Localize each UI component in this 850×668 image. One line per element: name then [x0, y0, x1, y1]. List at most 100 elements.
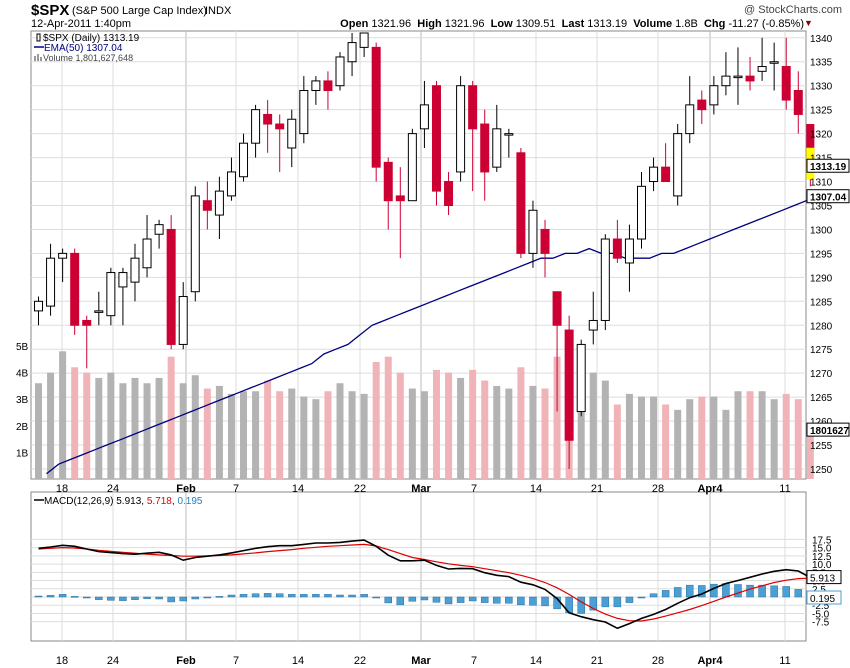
- x-tick-label: 14: [292, 655, 304, 667]
- histogram-bar: [70, 596, 79, 598]
- histogram-bar: [420, 596, 429, 601]
- volume-bar: [179, 383, 187, 479]
- ema-tag: 1307.04: [806, 189, 850, 204]
- histogram-bar: [131, 596, 139, 600]
- candle-body: [624, 238, 634, 264]
- volume-bar: [396, 372, 404, 479]
- macd-tick-label: 17.5: [812, 535, 832, 546]
- price-legend-text: $SPX (Daily) 1313.19: [43, 33, 140, 44]
- price-tick-label: 1335: [810, 58, 833, 69]
- price-tick-label: 1300: [810, 225, 833, 236]
- x-tick-label: Mar: [411, 655, 431, 667]
- macd-value-tag: 5.913: [806, 570, 842, 585]
- x-tick-label: 22: [354, 483, 366, 495]
- stockcharts-credit[interactable]: @ StockCharts.com: [744, 4, 842, 16]
- hist-legend-value: 0.195: [177, 496, 203, 507]
- volume-bar: [348, 391, 356, 479]
- macd-legend-value: 5.913: [116, 496, 142, 507]
- candle-body: [552, 291, 562, 326]
- histogram-bar: [348, 594, 356, 598]
- candle-legend-icon: [36, 33, 41, 42]
- x-tick-label: 24: [107, 483, 119, 495]
- volume-bar: [782, 393, 790, 479]
- candle-body: [431, 85, 441, 192]
- price-tick-label: 1275: [810, 345, 833, 356]
- macd-tick-label: -5.0: [812, 609, 830, 620]
- histogram-bar: [758, 584, 766, 598]
- histogram-bar: [203, 596, 212, 599]
- volume-tick-label: 2B: [16, 422, 29, 433]
- histogram-bar: [734, 584, 742, 598]
- candle: [721, 52, 731, 96]
- candle-body: [58, 252, 68, 259]
- volume-bar: [143, 383, 151, 479]
- candle: [46, 243, 56, 316]
- x-tick-label: 18: [56, 655, 68, 667]
- candle-body: [70, 252, 80, 326]
- candle-body: [468, 85, 478, 130]
- candle: [444, 171, 454, 216]
- macd-line: [38, 539, 811, 630]
- macd-histogram: [34, 583, 815, 614]
- candle: [745, 56, 755, 91]
- candle: [588, 291, 598, 345]
- volume-bar: [589, 372, 597, 479]
- volume-bar: [601, 380, 609, 479]
- histogram-bar: [95, 596, 103, 600]
- bar-legend-icon: [34, 54, 42, 61]
- last-price-tag-box: [806, 158, 850, 173]
- candle: [781, 37, 791, 110]
- high-value: 1321.96: [444, 18, 485, 30]
- candle: [576, 339, 586, 417]
- candle-body: [359, 32, 369, 48]
- histogram-bar: [794, 589, 803, 598]
- x-tick-label: 7: [471, 483, 477, 495]
- macd-tick-label: -2.5: [812, 601, 830, 612]
- x-tick-label: 21: [591, 655, 603, 667]
- x-tick-label: 14: [292, 483, 304, 495]
- volume-bar: [107, 372, 115, 479]
- histogram-bar: [722, 583, 730, 598]
- candle-body: [34, 300, 43, 312]
- signal-legend-value: 5.718: [146, 496, 172, 507]
- ema-line: [46, 195, 819, 475]
- x-tick-label: Feb: [176, 483, 196, 495]
- candle-body: [166, 228, 176, 345]
- volume-bar: [517, 367, 525, 479]
- x-tick-label: Feb: [176, 655, 196, 667]
- histogram-bar: [493, 596, 501, 604]
- volume-bar: [264, 380, 272, 479]
- x-tick-label: 7: [233, 655, 239, 667]
- candle: [383, 157, 393, 230]
- histogram-bar: [625, 596, 634, 603]
- macd-tick-label: 2.5: [812, 585, 826, 596]
- candle: [661, 143, 671, 183]
- candle-body: [492, 128, 502, 168]
- candle-body: [142, 238, 152, 269]
- price-tick-label: 1320: [810, 130, 833, 141]
- x-tick-label: 14: [530, 483, 542, 495]
- volume-bar: [686, 399, 694, 479]
- volume-tag: 1801627: [806, 422, 850, 437]
- candle: [263, 100, 273, 153]
- volume-label: Volume: [633, 18, 673, 30]
- volume-bar: [445, 372, 453, 479]
- x-tick-label: 11: [779, 483, 790, 495]
- volume-bar: [336, 383, 344, 479]
- x-tick-label: 18: [56, 483, 68, 495]
- low-label: Low: [490, 18, 513, 30]
- candle-body: [407, 133, 417, 202]
- x-tick-label: 22: [354, 655, 366, 667]
- candle-body: [154, 224, 164, 235]
- candle-body: [504, 133, 514, 136]
- volume-bar: [227, 393, 235, 479]
- candle: [371, 42, 381, 182]
- candle-body: [118, 272, 128, 288]
- histogram-bar: [601, 596, 610, 608]
- open-value: 1321.96: [371, 18, 412, 30]
- candle-body: [456, 85, 466, 173]
- x-tick-label: 7: [233, 483, 239, 495]
- candle-body: [781, 66, 791, 101]
- candle-body: [649, 166, 659, 183]
